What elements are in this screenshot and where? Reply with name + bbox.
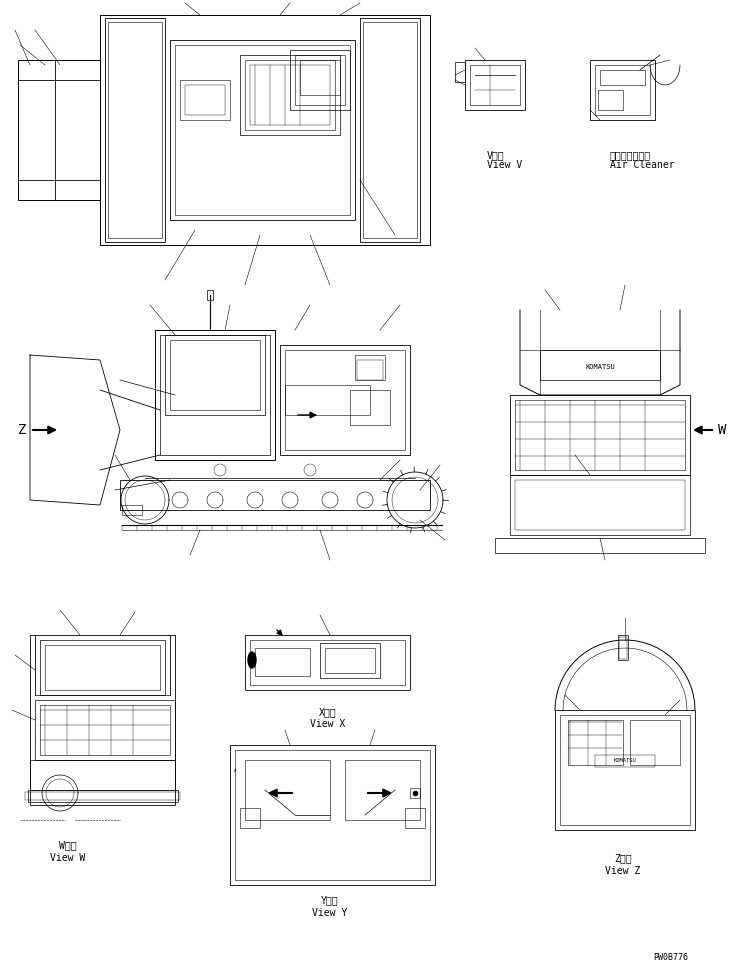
Bar (240, 808, 260, 828)
Bar (285, 350, 405, 450)
Bar (285, 385, 370, 415)
Bar (363, 22, 417, 238)
Bar (40, 640, 165, 695)
Bar (470, 65, 520, 105)
Bar (325, 648, 375, 673)
Bar (45, 645, 160, 690)
Text: エアークリーナ: エアークリーナ (610, 150, 651, 160)
Bar (30, 760, 175, 790)
Text: W　視: W 視 (59, 840, 77, 850)
Bar (355, 355, 385, 380)
Bar (30, 635, 175, 805)
Bar (540, 350, 660, 380)
Bar (405, 808, 425, 828)
Bar (510, 475, 690, 535)
Text: KOMATSU: KOMATSU (614, 757, 637, 762)
Bar (165, 335, 265, 415)
Text: KOMATSU: KOMATSU (585, 364, 615, 370)
Bar (350, 390, 390, 425)
Bar (185, 85, 225, 115)
Bar (555, 710, 695, 830)
Bar (595, 755, 655, 767)
Bar (122, 505, 142, 515)
Bar (170, 340, 260, 410)
Text: PW0B776: PW0B776 (653, 952, 688, 961)
Bar (18, 60, 100, 200)
Bar (357, 360, 383, 380)
Bar (568, 720, 623, 765)
Bar (160, 335, 270, 455)
Text: X　視: X 視 (319, 707, 337, 717)
Bar (619, 637, 627, 659)
Text: ,: , (231, 763, 239, 773)
Bar (35, 700, 175, 760)
Bar (108, 22, 162, 238)
Bar (25, 792, 180, 800)
Bar (207, 290, 213, 300)
Bar (100, 15, 430, 245)
Bar (250, 640, 405, 685)
Text: Z　視: Z 視 (614, 853, 631, 863)
Bar (618, 635, 628, 660)
Bar (595, 65, 650, 115)
Bar (510, 395, 690, 475)
Bar (410, 788, 420, 798)
Bar (598, 90, 623, 110)
Bar (495, 538, 705, 553)
Bar (180, 80, 230, 120)
Bar (600, 70, 645, 85)
Bar (455, 62, 465, 82)
Text: View Y: View Y (312, 908, 347, 918)
Bar (245, 60, 335, 130)
Bar (28, 790, 178, 802)
Text: Air Cleaner: Air Cleaner (610, 160, 675, 170)
Bar (250, 65, 330, 125)
Bar (40, 705, 170, 755)
Text: View Z: View Z (605, 866, 641, 876)
Ellipse shape (248, 652, 256, 668)
Bar (280, 345, 410, 455)
Bar (515, 400, 685, 470)
Bar (245, 760, 330, 820)
Bar (590, 60, 655, 120)
Text: View W: View W (50, 853, 85, 863)
Bar (170, 40, 355, 220)
Bar (320, 643, 380, 678)
Bar (345, 760, 420, 820)
Text: Z: Z (18, 423, 26, 437)
Bar (290, 50, 350, 110)
Bar (360, 18, 420, 242)
Bar (465, 60, 525, 110)
Text: View V: View V (487, 160, 522, 170)
Bar (560, 715, 690, 825)
Text: View X: View X (310, 719, 345, 729)
Text: Y　視: Y 視 (321, 895, 339, 905)
Bar (120, 480, 430, 510)
Text: W: W (718, 423, 726, 437)
Bar (630, 720, 680, 765)
Bar (300, 60, 340, 95)
Bar (105, 18, 165, 242)
Bar (155, 330, 275, 460)
Bar (175, 45, 350, 215)
Bar (295, 55, 345, 105)
Bar (230, 745, 435, 885)
Bar (515, 480, 685, 530)
Bar (245, 635, 410, 690)
Bar (255, 648, 310, 676)
Text: V　視: V 視 (487, 150, 504, 160)
Bar (240, 55, 340, 135)
Bar (235, 750, 430, 880)
